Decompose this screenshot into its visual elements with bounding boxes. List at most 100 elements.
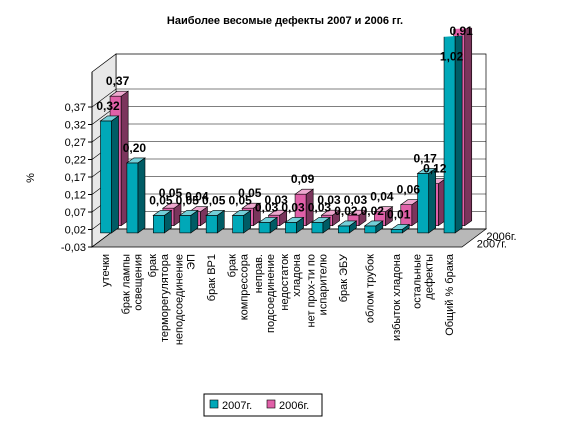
bar-side <box>428 167 437 234</box>
bar-top <box>125 157 146 164</box>
y-tick-label: 0,07 <box>65 207 86 219</box>
grid-line <box>91 88 486 108</box>
y-tick-label: 0,22 <box>65 155 86 167</box>
bar-front <box>364 225 377 234</box>
x-tick-label: облом трубок <box>365 254 377 323</box>
x-tick-label: избыток хладона <box>391 253 403 341</box>
value-label: 0,91 <box>450 24 474 38</box>
value-label: 0,05 <box>202 193 226 207</box>
legend: 2007г. 2006г. <box>203 393 323 417</box>
bar-top <box>231 210 252 216</box>
legend-swatch <box>209 399 219 409</box>
bar-top <box>267 209 288 216</box>
bar-front <box>311 222 324 234</box>
value-label: 0,05 <box>238 186 262 200</box>
value-label: 0,04 <box>185 190 209 204</box>
value-label: 1,02 <box>440 49 464 63</box>
value-label: 0,03 <box>281 200 305 214</box>
bar-front <box>126 162 139 234</box>
bar-top <box>109 90 130 97</box>
bar <box>284 216 305 234</box>
bar <box>346 209 367 227</box>
bar-front <box>232 215 245 234</box>
value-label: 0,02 <box>361 204 385 218</box>
bar-side <box>454 28 463 234</box>
bar-top <box>337 220 358 227</box>
bar <box>125 157 146 234</box>
bar <box>337 220 358 234</box>
bar-front <box>258 222 271 234</box>
bar <box>416 167 437 234</box>
value-label: 0,20 <box>123 141 147 155</box>
value-label: 0,17 <box>413 151 437 165</box>
bar-top <box>310 217 331 223</box>
y-tick-label: 0,32 <box>65 120 86 132</box>
x-tick-label: браккомпрессора <box>226 253 250 320</box>
bar-front <box>100 120 112 234</box>
legend-label: 2007г. <box>222 400 252 412</box>
value-label: 0,05 <box>149 193 173 207</box>
x-tick-label: неподсоединениеЭП <box>174 254 198 345</box>
y-tick-label: 0,12 <box>65 190 86 202</box>
bar-top <box>346 209 367 216</box>
x-tick-label: брак ВР1 <box>206 254 218 301</box>
y-axis-label: % <box>25 173 37 183</box>
depth-label: 2007г. <box>477 238 507 250</box>
value-label: 0,05 <box>176 193 200 207</box>
bar <box>373 206 394 227</box>
bar-side <box>111 115 119 234</box>
bar-front <box>285 222 297 234</box>
bar-top <box>390 224 411 230</box>
bar-top <box>152 210 173 216</box>
chart-title: Наиболее весомые дефекты 2007 и 2006 гг. <box>167 15 403 27</box>
value-label: 0,37 <box>106 74 130 88</box>
bar <box>310 216 331 234</box>
bar-top <box>161 202 182 209</box>
x-tick-label: брак лампыосвещения <box>121 254 145 314</box>
bar <box>443 28 463 234</box>
value-label: 0,06 <box>397 183 421 197</box>
x-tick-label: нет прох-ти поиспарителю <box>306 254 330 327</box>
bar-top <box>205 210 226 216</box>
bar <box>399 199 420 227</box>
bar-front <box>179 215 192 234</box>
value-label: 0,02 <box>334 204 358 218</box>
x-tick-label: брак ЭБУ <box>338 253 350 302</box>
value-label: 0,01 <box>387 207 411 221</box>
value-label: 0,32 <box>96 99 120 113</box>
bar-front <box>390 229 403 234</box>
bar <box>363 220 384 234</box>
value-label: 0,09 <box>291 172 315 186</box>
x-tick-label: неправ.подсоединение <box>253 254 277 333</box>
bar-top <box>241 202 262 209</box>
y-tick-label: -0,03 <box>61 242 86 254</box>
depth-label: 2006г. <box>486 231 516 243</box>
value-label: 0,03 <box>317 193 341 207</box>
x-tick-label: Общий % брака <box>444 253 456 336</box>
bar-top <box>373 206 394 212</box>
y-tick-label: 0,37 <box>65 102 86 114</box>
y-tick-label: 0,17 <box>65 172 86 184</box>
bar <box>205 209 226 234</box>
bar <box>231 209 252 234</box>
bar-top <box>178 210 199 216</box>
bar-top <box>99 115 120 122</box>
bar-front <box>338 225 350 234</box>
value-label: 0,03 <box>344 193 368 207</box>
legend-label: 2006г. <box>279 400 309 412</box>
value-label: 0,03 <box>265 193 289 207</box>
bar-front <box>205 215 218 234</box>
bar-top <box>258 217 279 223</box>
value-label: 0,12 <box>423 162 447 176</box>
value-label: 0,05 <box>228 193 252 207</box>
bar <box>152 209 173 234</box>
bar-front <box>153 215 165 234</box>
value-label: 0,03 <box>308 200 332 214</box>
value-label: 0,04 <box>370 190 394 204</box>
bar-top <box>363 220 384 227</box>
bar-side <box>137 157 146 234</box>
bar-top <box>416 168 437 174</box>
x-tick-label: утечки <box>100 254 112 287</box>
y-tick-label: 0,02 <box>65 225 86 237</box>
